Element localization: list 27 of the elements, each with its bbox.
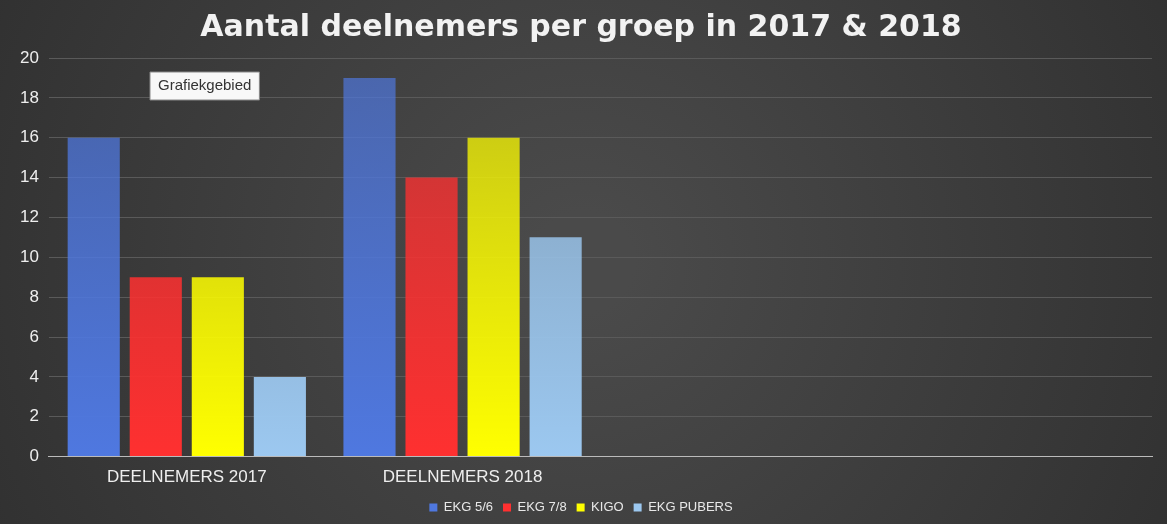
y-tick-label: 12 <box>19 207 39 227</box>
y-tick-label: 18 <box>19 87 39 107</box>
bar <box>191 277 244 457</box>
bar <box>343 77 396 457</box>
y-tick-label: 10 <box>19 246 39 266</box>
legend-label: EKG 7/8 <box>517 499 567 515</box>
bar <box>467 137 520 457</box>
y-tick-label: 20 <box>19 47 39 67</box>
bar <box>253 376 306 457</box>
y-tick-label: 16 <box>19 127 39 147</box>
x-tick-label: DEELNEMERS 2017 <box>106 467 267 487</box>
y-tick-label: 0 <box>29 446 39 466</box>
y-tick-label: 4 <box>29 366 39 386</box>
x-tick-label: DEELNEMERS 2018 <box>382 467 543 487</box>
y-tick-label: 2 <box>29 406 39 426</box>
bar <box>67 137 120 457</box>
bar <box>529 237 582 457</box>
bar <box>405 177 458 457</box>
y-tick-label: 8 <box>29 286 39 306</box>
y-tick-label: 14 <box>19 167 39 187</box>
chart-title: Aantal deelnemers per groep in 2017 & 2018 <box>200 7 962 43</box>
y-tick-label: 6 <box>29 326 39 346</box>
legend-label: EKG PUBERS <box>648 499 733 515</box>
bar <box>129 277 182 457</box>
legend-label: EKG 5/6 <box>443 499 493 515</box>
annotation: Grafiekgebied <box>158 76 252 94</box>
legend-label: KIGO <box>591 499 624 515</box>
